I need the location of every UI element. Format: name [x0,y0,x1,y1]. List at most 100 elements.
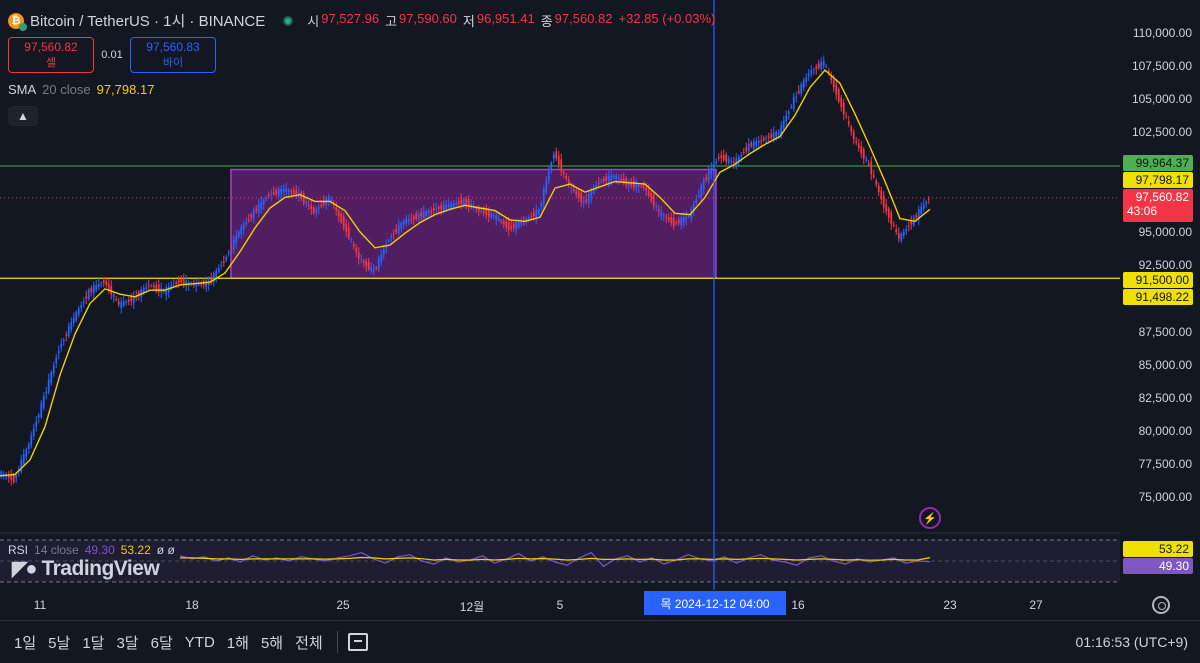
candle-body [870,161,873,175]
price-chart[interactable] [0,0,1120,590]
candle-body [585,199,588,202]
price-axis[interactable]: 110,000.00 107,500.00 105,000.00 102,500… [1120,0,1200,590]
candle-body [500,220,503,222]
candle-body [367,261,370,270]
candle-body [745,147,748,151]
symbol-title[interactable]: Bitcoin / TetherUS · 1시 · BINANCE [30,13,266,30]
collapse-legend-button[interactable]: ▲ [8,106,38,126]
candle-body [700,184,703,197]
candle-body [840,97,843,107]
rsi-legend[interactable]: RSI 14 close 49.30 53.22 ø ø [8,543,175,557]
candle-body [72,318,75,324]
candle-body [217,268,220,272]
candle-body [427,211,430,214]
candle-body [575,190,578,195]
sma-legend[interactable]: SMA 20 close 97,798.17 [8,82,154,97]
candle-body [777,131,780,135]
candle-body [872,175,875,177]
symbol-header: ₿ Bitcoin / TetherUS · 1시 · BINANCE 시 97,… [8,10,719,31]
candle-body [880,190,883,200]
candle-body [245,222,248,225]
candle-body [307,204,310,206]
range-all-button[interactable]: 전체 [295,634,323,652]
candle-body [342,216,345,228]
tradingview-wordmark: TradingView [41,556,160,580]
tradingview-mark-icon: ◤● [12,558,38,580]
price-tick: 87,500.00 [1138,325,1192,339]
bitcoin-logo-icon: ₿ [8,12,27,31]
candle-body [97,283,100,288]
candle-body [920,206,923,215]
rsi-value-label: 49.30 [1123,558,1193,574]
candle-body [155,284,158,290]
candle-body [910,221,913,225]
candle-body [702,180,705,190]
range-5d-button[interactable]: 5날 [48,634,71,652]
buy-button[interactable]: 97,560.83 바이 [130,37,216,73]
range-1m-button[interactable]: 1달 [82,634,105,652]
candle-body [795,96,798,98]
candle-body [212,273,215,282]
gear-icon[interactable] [1152,596,1170,614]
time-tick: 16 [791,598,805,612]
green-line-label: 99,964.37 [1123,155,1193,171]
lightning-icon[interactable]: ⚡ [919,507,941,529]
range-3m-button[interactable]: 3달 [116,634,139,652]
candle-body [332,204,335,206]
candle-body [752,141,755,149]
sell-label: 셀 [45,57,57,69]
yellow-line-label-2: 91,498.22 [1123,289,1193,305]
candle-body [792,96,795,109]
go-to-date-icon[interactable] [347,633,368,651]
candle-body [50,372,53,383]
candle-body [112,294,115,297]
candle-body [412,216,415,220]
candle-body [477,207,480,212]
candle-body [105,280,108,285]
candle-body [315,209,318,213]
candle-body [282,188,285,192]
candle-body [175,282,178,285]
range-1y-button[interactable]: 1해 [226,634,249,652]
candle-body [900,233,903,241]
candle-body [90,288,93,292]
candle-body [475,207,478,210]
time-axis[interactable]: 11 18 25 12월 5 16 23 27 [0,590,1200,620]
candle-body [7,475,10,479]
candle-body [250,214,253,218]
range-1d-button[interactable]: 1일 [14,634,37,652]
price-tick: 110,000.00 [1132,26,1192,40]
clock-display[interactable]: 01:16:53 (UTC+9) [1075,634,1188,650]
candle-body [615,175,618,180]
candle-body [815,66,818,69]
candle-body [62,339,65,342]
candle-body [692,204,695,211]
candle-body [597,182,600,184]
market-open-icon [283,15,294,26]
candle-body [785,115,788,122]
range-5y-button[interactable]: 5해 [260,634,284,652]
candle-body [577,191,580,199]
tradingview-logo[interactable]: ◤● TradingView [12,556,160,581]
candle-body [362,260,365,263]
candle-body [435,208,438,210]
candle-body [120,301,123,308]
candle-body [115,299,118,301]
candle-body [672,217,675,227]
sell-button[interactable]: 97,560.82 셀 [8,37,94,73]
candle-body [162,290,165,293]
candle-body [205,280,208,288]
candle-body [150,285,153,287]
time-tick: 27 [1029,598,1043,612]
candle-body [905,229,908,232]
range-ytd-button[interactable]: YTD [184,633,215,651]
candle-body [375,267,378,269]
candle-body [87,289,90,300]
candle-body [515,222,518,230]
candle-body [142,288,145,294]
candle-body [172,284,175,286]
candle-body [372,270,375,272]
candle-body [0,471,3,478]
range-6m-button[interactable]: 6달 [150,634,173,652]
chart-area[interactable]: ₿ Bitcoin / TetherUS · 1시 · BINANCE 시 97,… [0,0,1120,590]
